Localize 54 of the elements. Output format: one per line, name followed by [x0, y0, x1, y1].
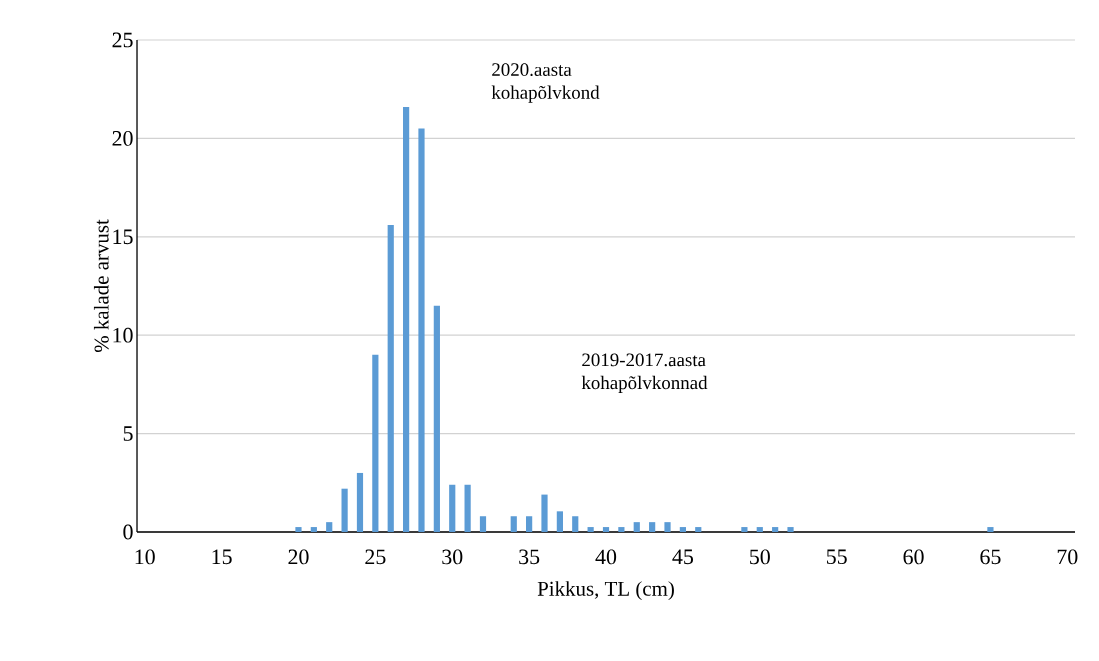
x-tick-label: 60 [903, 549, 924, 565]
bar [741, 527, 748, 532]
bar [372, 354, 379, 532]
y-tick-label: 20 [112, 130, 133, 146]
annotation: 2020.aasta kohapõlvkond [491, 63, 600, 103]
y-axis-title: % kalade arvust [93, 219, 109, 353]
bar [602, 527, 610, 532]
x-tick-label: 45 [672, 549, 693, 565]
bar [987, 527, 994, 532]
y-tick-label: 25 [112, 32, 133, 48]
bar [664, 522, 671, 532]
bar [633, 522, 640, 532]
bar [356, 472, 364, 532]
x-tick-label: 55 [826, 549, 847, 565]
bar [587, 527, 594, 532]
x-tick-label: 40 [595, 549, 617, 565]
annotation: 2019-2017.aasta kohapõlvkonnad [581, 353, 708, 393]
bar [464, 484, 471, 532]
bar [772, 527, 779, 532]
bar [341, 488, 348, 532]
bar [541, 494, 548, 532]
bar [618, 527, 625, 532]
bar [787, 527, 794, 532]
bar [433, 305, 440, 532]
y-tick-label: 15 [113, 229, 133, 245]
bar [479, 516, 487, 532]
bar [310, 527, 317, 532]
x-tick-label: 25 [365, 549, 386, 565]
x-tick-label: 20 [288, 549, 309, 565]
bar [418, 128, 425, 532]
y-tick-label: 10 [113, 327, 133, 343]
bar [326, 522, 333, 532]
bar [679, 527, 686, 532]
x-tick-label: 65 [980, 549, 1001, 565]
bar [572, 516, 579, 532]
bar [403, 106, 410, 532]
x-tick-label: 70 [1057, 549, 1078, 565]
bar [526, 516, 533, 532]
x-tick-label: 15 [212, 549, 232, 565]
bar [510, 516, 517, 532]
x-tick-label: 10 [135, 549, 155, 565]
x-tick-label: 50 [750, 549, 770, 565]
bar [649, 522, 656, 532]
x-tick-label: 35 [519, 549, 540, 565]
y-tick-label: 0 [123, 524, 133, 540]
bar [387, 224, 394, 532]
x-tick-label: 30 [442, 549, 463, 565]
x-axis-title: Pikkus, TL (cm) [537, 581, 674, 601]
bar [295, 527, 302, 532]
bar [556, 511, 563, 532]
bar [756, 527, 763, 532]
y-tick-label: 5 [123, 426, 133, 441]
bar [449, 484, 456, 532]
bar [695, 527, 702, 532]
